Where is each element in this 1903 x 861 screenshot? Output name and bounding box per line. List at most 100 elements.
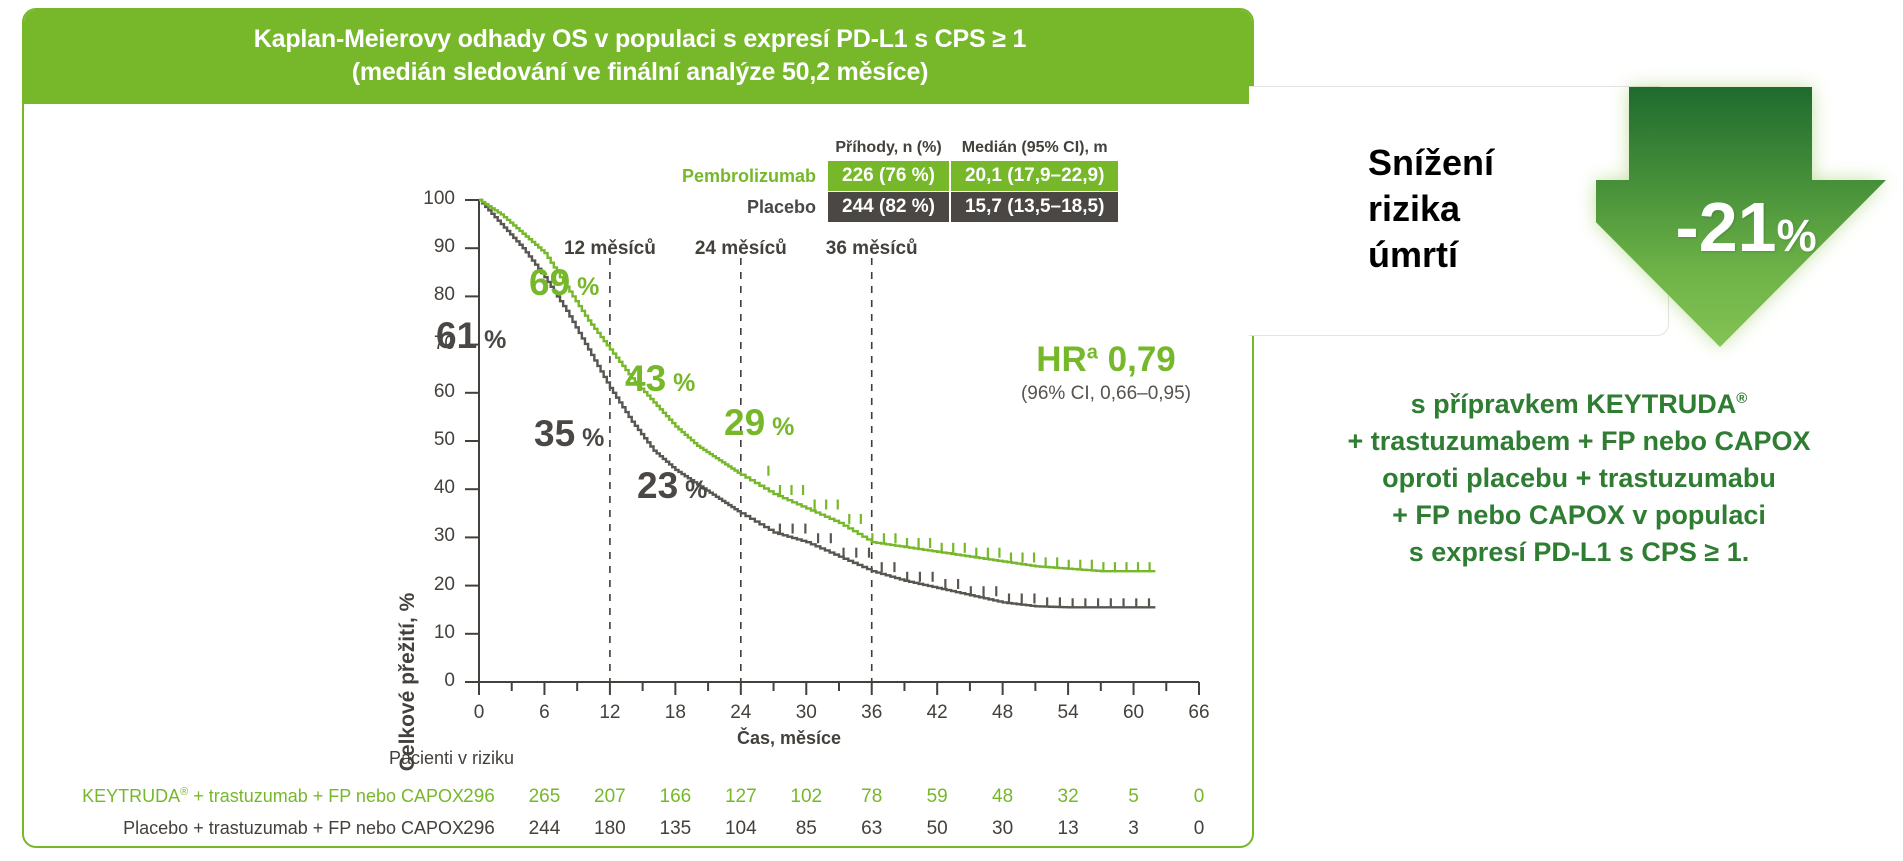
at-risk-value: 0	[1193, 786, 1205, 807]
at-risk-value: 296	[463, 818, 495, 839]
x-tick-marks	[478, 682, 1200, 695]
y-tick-label: 30	[433, 525, 455, 547]
at-risk-value: 3	[1128, 818, 1139, 839]
summary-col-events: Příhody, n (%)	[835, 139, 942, 156]
right-panel-description: s přípravkem KEYTRUDA® + trastuzumabem + …	[1255, 380, 1903, 571]
at-risk-title: Pacienti v riziku	[388, 748, 514, 768]
y-tick-label: 100	[423, 188, 455, 209]
at-risk-value: 166	[659, 786, 692, 807]
x-tick-label: 12	[599, 702, 621, 723]
milestone-dashed-lines	[609, 258, 873, 682]
card-header-line2: (medián sledování ve finální analýze 50,…	[351, 58, 929, 86]
x-tick-label: 54	[1057, 702, 1079, 723]
percent-label-pembrolizumab-24m: 43 %	[625, 358, 696, 399]
at-risk-label-placebo: Placebo + trastuzumab + FP nebo CAPOX	[123, 818, 464, 838]
at-risk-value: 48	[992, 786, 1014, 807]
card-header-line1: Kaplan-Meierovy odhady OS v populaci s e…	[253, 25, 1027, 53]
summary-row-label-placebo: Placebo	[681, 192, 827, 222]
at-risk-value: 207	[594, 786, 626, 807]
at-risk-value: 104	[724, 818, 757, 839]
percent-label-placebo-24m: 35 %	[534, 413, 605, 454]
description-line-5: s expresí PD-L1 s CPS ≥ 1.	[1408, 537, 1750, 567]
x-tick-label: 30	[795, 702, 817, 723]
hazard-ratio-number: 0,79	[1107, 340, 1176, 379]
at-risk-value: 63	[861, 818, 883, 839]
x-tick-label: 66	[1188, 702, 1210, 723]
at-risk-value: 265	[528, 786, 561, 807]
summary-events-pembrolizumab: 226 (76 %)	[828, 161, 949, 191]
table-row: KEYTRUDA® + trastuzumab + FP nebo CAPOX …	[24, 786, 1252, 816]
curve-pembrolizumab	[479, 198, 1156, 573]
y-tick-label: 50	[433, 429, 455, 450]
percent-label-placebo-36m: 23 %	[637, 465, 708, 506]
table-row: Placebo 244 (82 %) 15,7 (13,5–18,5)	[681, 192, 1119, 222]
down-arrow-icon	[1596, 87, 1886, 347]
at-risk-value: 180	[594, 818, 626, 839]
x-tick-label: 0	[473, 702, 485, 723]
at-risk-value: 85	[795, 818, 817, 839]
x-tick-label: 24	[730, 702, 752, 723]
card-header: Kaplan-Meierovy odhady OS v populaci s e…	[24, 10, 1252, 104]
kaplan-meier-card: Kaplan-Meierovy odhady OS v populaci s e…	[22, 8, 1254, 848]
at-risk-value: 13	[1057, 818, 1079, 839]
hazard-ratio-footnote-marker: a	[1086, 341, 1098, 364]
at-risk-value: 5	[1128, 786, 1139, 807]
risk-reduction-line2: rizika	[1368, 188, 1461, 229]
at-risk-value: 32	[1057, 786, 1079, 807]
description-line-1: s přípravkem KEYTRUDA®	[1410, 389, 1748, 419]
hazard-ratio-confidence-interval: (96% CI, 0,66–0,95)	[1020, 383, 1192, 404]
summary-table: Příhody, n (%) Medián (95% CI), m Pembro…	[679, 138, 1189, 223]
risk-reduction-number: -21	[1675, 188, 1777, 266]
y-tick-label: 20	[433, 573, 455, 595]
x-tick-label: 60	[1122, 702, 1145, 723]
plot-area: Celkové přežití, % 0 10 20 30 40 50 60 70 80 90 10…	[24, 10, 1252, 846]
risk-reduction-line1: Snížení	[1368, 142, 1495, 183]
at-risk-label-keytruda: KEYTRUDA® + trastuzumab + FP nebo CAPOX	[82, 786, 464, 806]
y-tick-marks	[465, 199, 479, 683]
at-risk-value: 135	[659, 818, 692, 839]
milestone-label-12m: 12 měsíců	[563, 238, 656, 259]
x-tick-label: 18	[664, 702, 686, 723]
censor-marks-placebo	[778, 523, 1151, 609]
at-risk-value: 59	[926, 786, 948, 807]
y-tick-label: 60	[433, 380, 455, 402]
hazard-ratio-value: HRa 0,79	[976, 340, 1236, 380]
at-risk-value: 244	[528, 818, 561, 839]
hazard-ratio-box: HRa 0,79 (96% CI, 0,66–0,95)	[976, 340, 1236, 405]
x-tick-label: 6	[539, 702, 550, 723]
milestone-label-24m: 24 měsíců	[694, 238, 787, 259]
milestone-label-36m: 36 měsíců	[825, 238, 918, 259]
hazard-ratio-label: HR	[1036, 340, 1087, 379]
down-arrow-graphic: -21%	[1596, 85, 1903, 355]
x-tick-label: 48	[992, 702, 1014, 723]
table-row: Placebo + trastuzumab + FP nebo CAPOX 29…	[24, 818, 1252, 846]
kaplan-meier-plot	[465, 198, 1200, 695]
y-tick-label: 70	[433, 332, 455, 354]
percent-label-placebo-12m: 61 %	[436, 315, 507, 356]
y-tick-label: 0	[444, 670, 455, 691]
risk-reduction-percent-sign: %	[1776, 210, 1817, 261]
x-tick-label: 42	[926, 702, 948, 723]
summary-median-pembrolizumab: 20,1 (17,9–22,9)	[950, 161, 1119, 191]
summary-table-header-row: Příhody, n (%) Medián (95% CI), m	[681, 139, 1118, 160]
curve-placebo	[479, 198, 1156, 609]
at-risk-value: 296	[463, 786, 495, 807]
at-risk-value: 127	[724, 786, 757, 807]
censor-marks-pembrolizumab	[767, 465, 1151, 573]
percent-label-pembrolizumab-36m: 29 %	[724, 402, 795, 443]
summary-median-placebo: 15,7 (13,5–18,5)	[950, 192, 1119, 222]
y-tick-label: 40	[433, 477, 455, 499]
y-tick-label: 80	[433, 284, 455, 306]
at-risk-value: 102	[790, 786, 823, 807]
at-risk-value: 30	[992, 818, 1014, 839]
at-risk-value: 50	[926, 818, 948, 839]
risk-reduction-value: -21%	[1596, 187, 1896, 267]
percent-label-pembrolizumab-12m: 69 %	[529, 262, 600, 303]
description-line-4: + FP nebo CAPOX v populaci	[1392, 500, 1766, 530]
x-tick-label: 36	[861, 702, 883, 723]
at-risk-value: 78	[861, 786, 883, 807]
risk-reduction-label: Snížení rizika úmrtí	[1368, 140, 1598, 278]
summary-row-label-pembrolizumab: Pembrolizumab	[681, 161, 827, 191]
description-line-3: oproti placebu + trastuzumabu	[1382, 463, 1776, 493]
